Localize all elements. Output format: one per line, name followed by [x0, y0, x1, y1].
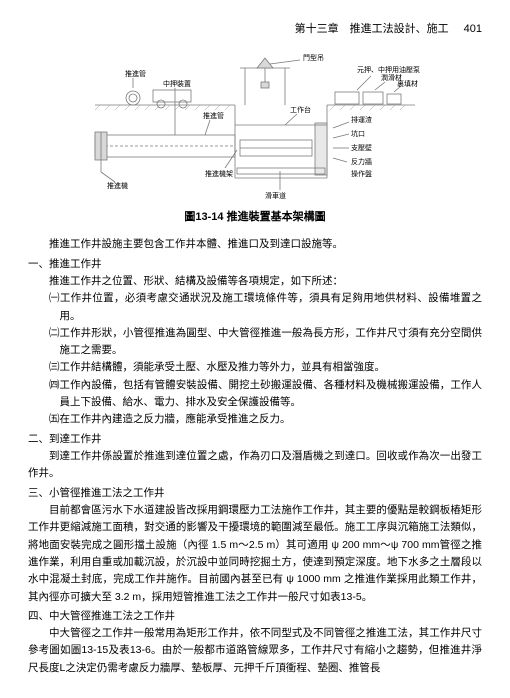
figure-13-14: 門型吊 元押、中押用油壓泵 潤滑材 裏填材 推進管 中押裝置 推進管 工作台 推… [28, 50, 482, 200]
section-1: 一、推進工作井 [28, 256, 482, 273]
svg-text:元押、中押用油壓泵: 元押、中押用油壓泵 [357, 65, 420, 74]
svg-text:操作盤: 操作盤 [351, 169, 372, 178]
chapter-title: 第十三章 推進工法設計、施工 [295, 23, 449, 35]
svg-text:中押裝置: 中押裝置 [163, 79, 191, 88]
svg-text:工作台: 工作台 [290, 105, 311, 114]
svg-text:反力牆: 反力牆 [351, 157, 372, 166]
svg-text:推進機架: 推進機架 [205, 169, 233, 178]
svg-text:推進管: 推進管 [203, 111, 224, 120]
page-header: 第十三章 推進工法設計、施工 401 [28, 20, 482, 38]
item-1: ㈠工作井位置，必須考慮交通狀況及施工環境條件等，須具有足夠用地供材料、設備堆置之… [39, 290, 483, 325]
svg-text:裏填材: 裏填材 [397, 79, 418, 88]
item-3: ㈢工作井結構體，須能承受土壓、水壓及推力等外力，並具有相當強度。 [39, 359, 483, 376]
svg-text:門型吊: 門型吊 [303, 53, 324, 62]
svg-text:排運渣: 排運渣 [351, 115, 372, 124]
figure-caption: 圖13-14 推進裝置基本架構圖 [28, 208, 482, 226]
section-4: 四、中大管徑推進工法之工作井 [28, 608, 482, 625]
page-number: 401 [464, 23, 482, 35]
section-4-body: 中大管徑之工作井一般常用為矩形工作井，依不同型式及不同管徑之推進工法，其工作井尺… [28, 625, 482, 677]
svg-text:推進機: 推進機 [107, 181, 128, 190]
item-5: ㈤在工作井內建造之反力牆，應能承受推進之反力。 [39, 411, 483, 428]
svg-text:坑口: 坑口 [351, 129, 365, 138]
para-intro: 推進工作井設施主要包含工作井本體、推進口及到達口設施等。 [28, 236, 482, 253]
section-2-body: 到達工作井係設置於推進到達位置之處，作為刃口及潛盾機之到達口。回收或作為次一出發… [28, 448, 482, 483]
section-3-body: 目前都會區污水下水道建設皆改採用鋼環壓力工法施作工作井，其主要的優點是較鋼板樁矩… [28, 502, 482, 606]
section-1-lead: 推進工作井之位置、形狀、結構及設備等各項規定，如下所述： [28, 273, 482, 290]
svg-text:推進管: 推進管 [125, 69, 146, 78]
diagram-svg: 門型吊 元押、中押用油壓泵 潤滑材 裏填材 推進管 中押裝置 推進管 工作台 推… [85, 50, 425, 200]
item-2: ㈡工作井形狀，小管徑推進為圓型、中大管徑推進一般為長方形，工作井尺寸須有充分空間… [39, 325, 483, 360]
item-4: ㈣工作內設備，包括有管體安裝設備、開挖土砂搬運設備、各種材料及機械搬運設備，工作… [39, 377, 483, 412]
svg-text:支壓壁: 支壓壁 [351, 143, 372, 152]
svg-text:滑車道: 滑車道 [265, 191, 286, 200]
section-3: 三、小管徑推進工法之工作井 [28, 485, 482, 502]
section-2: 二、到達工作井 [28, 431, 482, 448]
